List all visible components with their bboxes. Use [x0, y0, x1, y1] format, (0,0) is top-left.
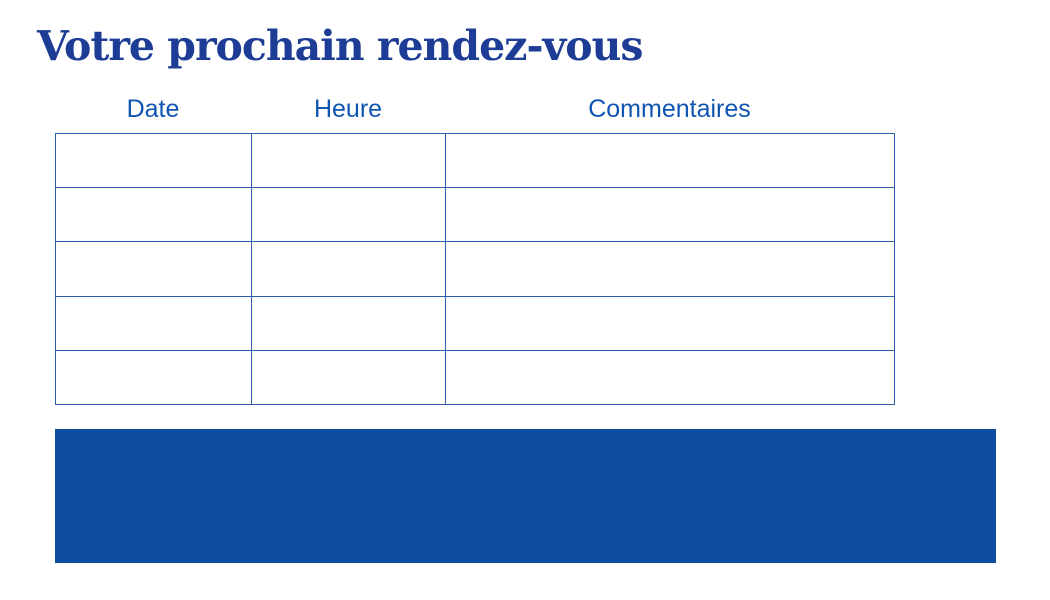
- table-cell[interactable]: [445, 132, 895, 189]
- column-header-heure: Heure: [313, 95, 383, 123]
- table-cell[interactable]: [445, 349, 895, 406]
- appointments-table-body: [55, 132, 895, 406]
- table-row: [55, 241, 895, 297]
- table-cell[interactable]: [445, 187, 895, 243]
- table-cell[interactable]: [55, 349, 252, 406]
- table-cell[interactable]: [251, 187, 446, 243]
- table-row: [55, 295, 895, 351]
- footer-color-block: [55, 429, 996, 563]
- appointments-table: [55, 132, 895, 406]
- table-cell[interactable]: [445, 295, 895, 351]
- table-cell[interactable]: [251, 295, 446, 351]
- table-row: [55, 187, 895, 243]
- table-cell[interactable]: [55, 132, 252, 189]
- table-cell[interactable]: [55, 187, 252, 243]
- page-title: Votre prochain rendez-vous: [37, 22, 644, 70]
- table-cell[interactable]: [445, 241, 895, 297]
- table-cell[interactable]: [251, 241, 446, 297]
- column-header-date: Date: [126, 95, 180, 123]
- table-column-headers: Date Heure Commentaires: [55, 94, 894, 124]
- table-cell[interactable]: [55, 241, 252, 297]
- table-row: [55, 132, 895, 189]
- table-cell[interactable]: [55, 295, 252, 351]
- table-cell[interactable]: [251, 132, 446, 189]
- table-row: [55, 349, 895, 406]
- column-header-commentaires: Commentaires: [588, 95, 751, 123]
- table-cell[interactable]: [251, 349, 446, 406]
